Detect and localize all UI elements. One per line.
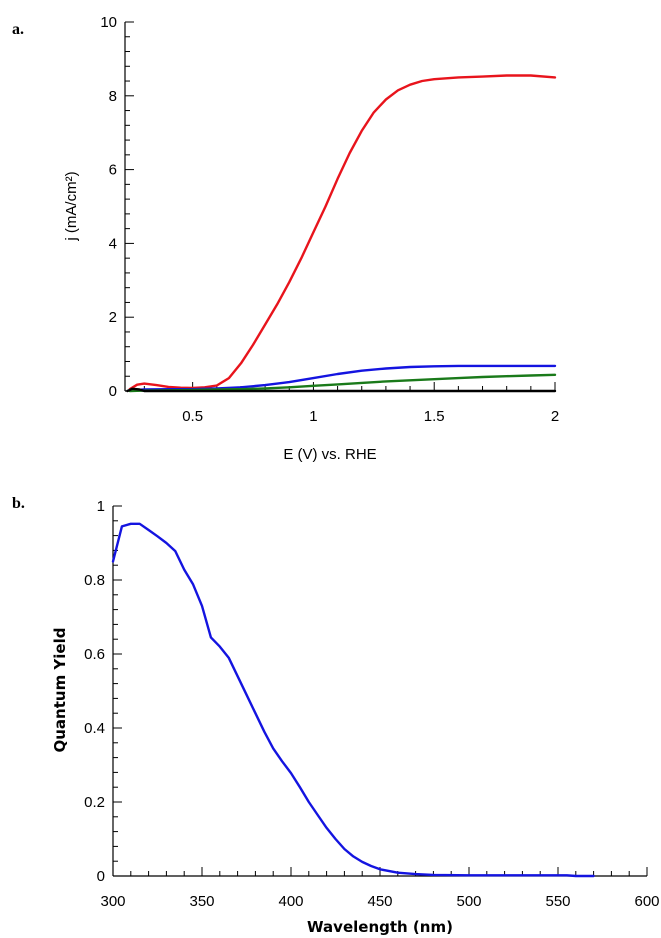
panel-a-y-tick-label: 6 [109,162,117,179]
panel-a-x-tick-label: 0.5 [182,408,203,425]
panel-b-y-tick-label: 0.2 [84,794,105,811]
panel-a-series-line-4 [126,387,557,393]
panel-a-y-axis-title: j (mA/cm²) [63,171,80,241]
panel-b-y-tick-label: 1 [97,498,105,515]
panel-b-x-tick-label: 450 [367,893,392,910]
panel-a-y-tick-label: 10 [100,14,117,31]
panel-b-series [111,522,595,878]
panel-b-y-tick-label: 0 [97,868,105,885]
panel-a-y-tick-label: 4 [109,235,117,252]
panel-b-x-tick-label: 500 [456,893,481,910]
panel-a-chart: a. 0.5 1 1.5 2 0 2 4 6 8 10 E (V) vs. RHE j (mA/c… [12,14,559,463]
panel-b-x-tick-label: 600 [634,893,659,910]
panel-a-series-line-1 [128,74,557,391]
panel-a-label: a. [12,21,24,38]
panel-a-series [126,74,557,393]
panel-b-label: b. [12,495,25,512]
panel-b-x-tick-label: 300 [100,893,125,910]
panel-b-y-axis-title: Quantum Yield [51,628,69,753]
panel-b-series-line-1 [111,522,595,878]
panel-b-chart: b. 300 350 400 450 500 550 600 0 0.2 0.4 0.6 0.8 1 W… [12,495,660,936]
panel-b-y-tick-label: 0.8 [84,572,105,589]
panel-b-x-tick-label: 550 [545,893,570,910]
panel-a-x-tick-label: 2 [551,408,559,425]
panel-a-y-tick-label: 2 [109,309,117,326]
panel-a-y-tick-label: 0 [109,383,117,400]
panel-a-x-tick-label: 1.5 [424,408,445,425]
panel-b-y-tick-label: 0.4 [84,720,105,737]
panel-a-y-tick-label: 8 [109,88,117,105]
panel-b-x-tick-label: 350 [189,893,214,910]
panel-b-x-tick-label: 400 [278,893,303,910]
panel-a-x-axis-title: E (V) vs. RHE [283,446,376,463]
panel-a-x-tick-label: 1 [309,408,317,425]
panel-b-x-axis-title: Wavelength (nm) [307,918,453,936]
panel-b-y-tick-label: 0.6 [84,646,105,663]
panel-b-axes: 300 350 400 450 500 550 600 0 0.2 0.4 0.6 0.8 1 [84,498,659,910]
panel-a-series-line-2 [128,364,557,392]
